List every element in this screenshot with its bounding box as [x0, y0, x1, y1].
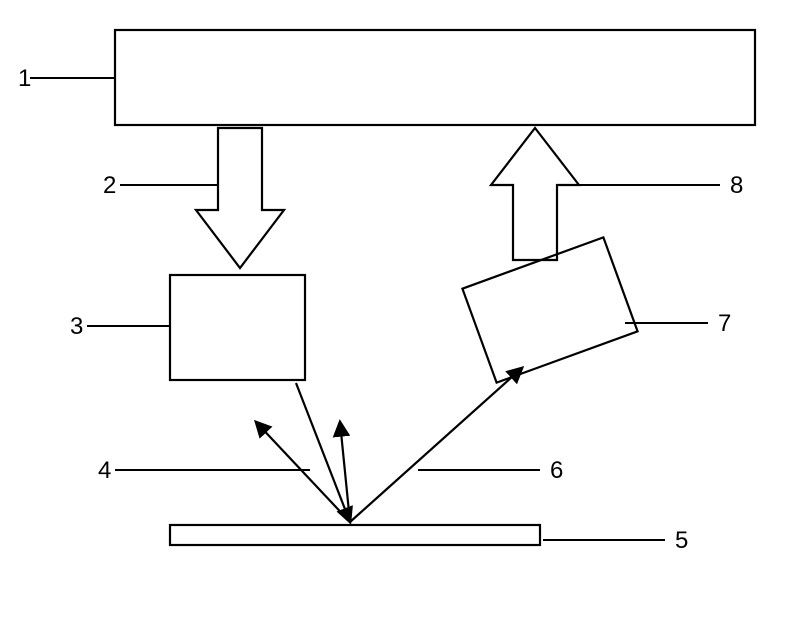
label-l3: 3 [70, 313, 83, 340]
label-l7: 7 [718, 310, 731, 337]
label-l5: 5 [675, 527, 688, 554]
label-l2: 2 [103, 172, 116, 199]
label-l4: 4 [98, 457, 111, 484]
label-l1: 1 [18, 65, 31, 92]
label-l6: 6 [550, 457, 563, 484]
label-l8: 8 [730, 172, 743, 199]
